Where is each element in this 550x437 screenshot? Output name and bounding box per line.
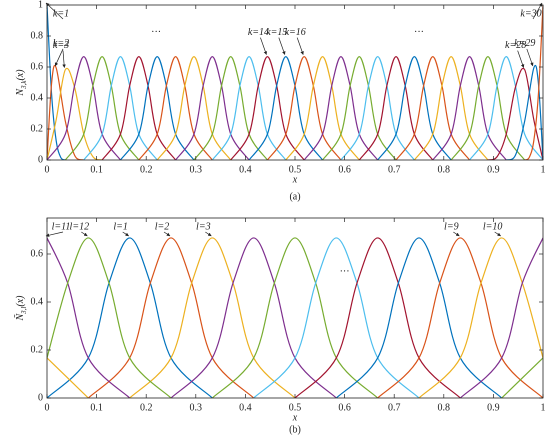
curve-label: l=9 <box>444 221 459 232</box>
y-tick-label: 0.4 <box>31 296 44 307</box>
x-tick-label: 0.5 <box>289 402 302 413</box>
y-tick-label: 0.6 <box>31 61 44 72</box>
label-arrow <box>260 37 268 55</box>
curve-label: l=3 <box>196 221 211 232</box>
x-tick-label: 0.7 <box>388 164 401 175</box>
y-label-sub: 3,k <box>20 80 28 90</box>
x-tick-label: 0.8 <box>438 402 451 413</box>
x-axis-label: x <box>292 412 298 423</box>
basis-curve <box>469 56 543 160</box>
ellipsis: ··· <box>414 27 424 38</box>
curve-label: k=3 <box>53 40 69 51</box>
label-arrow <box>45 231 64 237</box>
basis-curve <box>47 237 543 398</box>
y-label-base: Ñ <box>14 312 26 321</box>
x-tick-label: 0.5 <box>289 164 302 175</box>
label-arrow <box>163 231 171 237</box>
label-arrow <box>453 231 460 237</box>
ellipsis: ··· <box>340 266 350 277</box>
x-tick-label: 0.7 <box>388 402 401 413</box>
y-tick-label: 1 <box>38 0 43 10</box>
x-tick-label: 0 <box>45 402 50 413</box>
x-tick-label: 0 <box>45 164 50 175</box>
x-tick-label: 1 <box>541 402 546 413</box>
x-tick-label: 0.9 <box>487 164 500 175</box>
x-tick-label: 0.9 <box>487 402 500 413</box>
label-arrow <box>54 48 64 67</box>
caption: (b) <box>289 424 301 435</box>
basis-curve <box>505 64 543 160</box>
label-arrow <box>494 231 501 237</box>
basis-curve <box>47 5 66 160</box>
y-tick-label: 0 <box>38 154 43 165</box>
plot-lines <box>47 5 543 160</box>
x-tick-label: 0.8 <box>438 164 451 175</box>
caption: (a) <box>289 191 300 202</box>
label-arrow <box>45 2 64 20</box>
plot-area <box>47 5 543 160</box>
x-axis-label: x <box>292 174 298 185</box>
y-tick-label: 0 <box>38 392 43 403</box>
x-tick-label: 0.2 <box>140 164 153 175</box>
label-arrow <box>122 231 129 237</box>
label-arrow <box>526 48 534 67</box>
curve-label: k=28 <box>505 40 526 51</box>
label-arrow <box>532 2 543 20</box>
y-label-sub: 3,l <box>20 307 28 315</box>
basis-curve <box>47 64 85 160</box>
basis-curve <box>47 237 543 398</box>
y-label-base: N <box>15 88 26 97</box>
label-arrow <box>278 37 286 55</box>
label-arrow <box>517 50 525 68</box>
curve-label: l=10 <box>483 221 503 232</box>
y-tick-label: 0.4 <box>31 92 44 103</box>
y-axis-label: Ñ3,l(x) <box>14 295 27 322</box>
label-arrow <box>81 231 88 237</box>
curve-label: l=1 <box>113 221 128 232</box>
curve-label: k=30 <box>520 8 541 19</box>
plot-area <box>47 218 543 398</box>
y-tick-label: 0.8 <box>31 30 44 41</box>
x-tick-label: 0.6 <box>338 402 351 413</box>
y-tick-label: 0.2 <box>31 344 44 355</box>
y-axis-label: N3,k(x) <box>15 69 27 97</box>
ellipsis: ··· <box>151 27 161 38</box>
x-tick-label: 0.6 <box>338 164 351 175</box>
x-tick-label: 0.4 <box>239 402 252 413</box>
basis-curve <box>487 67 543 160</box>
basis-curve <box>47 237 543 398</box>
x-tick-label: 0.4 <box>239 164 252 175</box>
basis-curve <box>524 5 543 160</box>
label-arrow <box>62 50 66 68</box>
curve-label: k=29 <box>514 38 535 49</box>
curve-label: l=2 <box>155 221 170 232</box>
y-tick-label: 0.6 <box>31 248 44 259</box>
x-tick-label: 0.2 <box>140 402 153 413</box>
x-tick-label: 0.1 <box>90 402 103 413</box>
curve-label: k=14 <box>248 27 269 38</box>
x-tick-label: 0.3 <box>190 164 203 175</box>
curve-label: l=12 <box>70 221 90 232</box>
y-label-arg: (x) <box>15 295 26 307</box>
label-arrow <box>296 37 304 55</box>
x-tick-label: 0.1 <box>90 164 103 175</box>
x-tick-label: 0.3 <box>190 402 203 413</box>
curve-label: k=16 <box>285 27 306 38</box>
plot-lines <box>47 237 543 398</box>
curve-label: k=1 <box>53 8 69 19</box>
y-tick-label: 0.2 <box>31 123 44 134</box>
curve-label: l=11 <box>52 221 71 232</box>
curve-label: k=15 <box>266 27 287 38</box>
x-tick-label: 1 <box>541 164 546 175</box>
label-arrow <box>205 231 212 237</box>
y-label-arg: (x) <box>15 69 26 81</box>
curve-label: k=2 <box>53 38 69 49</box>
